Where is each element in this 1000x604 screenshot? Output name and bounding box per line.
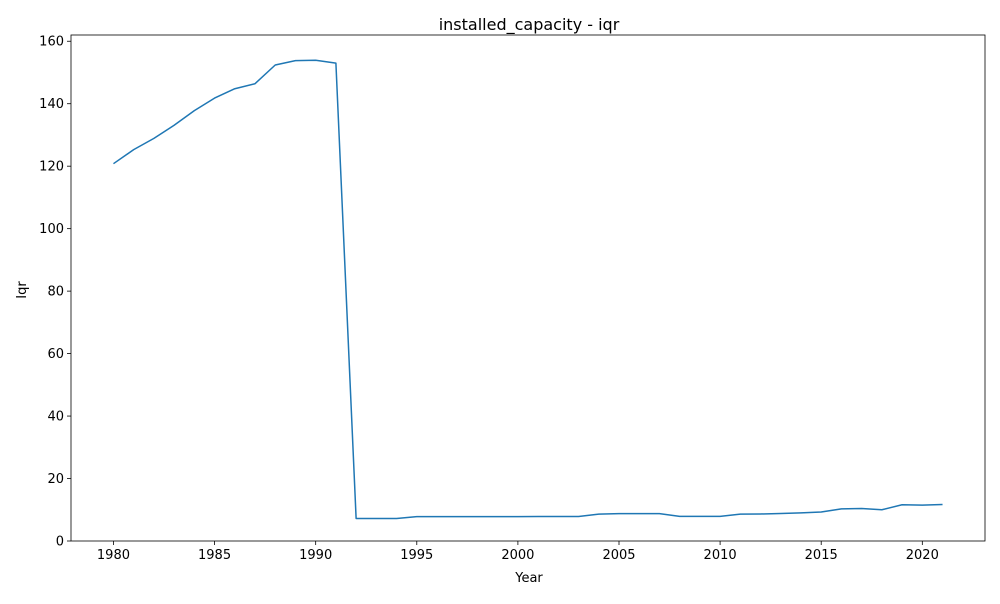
chart-title: installed_capacity - iqr bbox=[439, 15, 620, 35]
y-tick-label-80: 80 bbox=[47, 285, 64, 300]
x-tick-label-2020: 2020 bbox=[906, 548, 939, 563]
plot-frame bbox=[70, 34, 986, 542]
y-tick-label-120: 120 bbox=[39, 160, 64, 175]
x-tick-label-1990: 1990 bbox=[299, 548, 332, 563]
x-tick-label-2000: 2000 bbox=[501, 548, 534, 563]
x-tick-label-2015: 2015 bbox=[805, 548, 838, 563]
y-tick-label-60: 60 bbox=[47, 347, 64, 362]
x-tick-label-1995: 1995 bbox=[400, 548, 433, 563]
y-tick-label-100: 100 bbox=[39, 222, 64, 237]
plot-area: 1980 1985 1990 1995 2000 2005 2010 2015 2020 0 20 4… bbox=[39, 34, 986, 563]
series-line-0 bbox=[113, 59, 943, 520]
y-tick-label-40: 40 bbox=[47, 410, 64, 425]
y-tick-label-160: 160 bbox=[39, 35, 64, 50]
y-tick-label-140: 140 bbox=[39, 97, 64, 112]
y-tick-label-0: 0 bbox=[56, 535, 64, 550]
y-tick-label-20: 20 bbox=[47, 472, 64, 487]
y-axis-label: Iqr bbox=[15, 281, 30, 299]
x-tick-label-1985: 1985 bbox=[198, 548, 231, 563]
x-axis-label: Year bbox=[514, 571, 543, 586]
x-tick-label-2005: 2005 bbox=[602, 548, 635, 563]
x-tick-label-2010: 2010 bbox=[704, 548, 737, 563]
x-tick-label-1980: 1980 bbox=[97, 548, 130, 563]
